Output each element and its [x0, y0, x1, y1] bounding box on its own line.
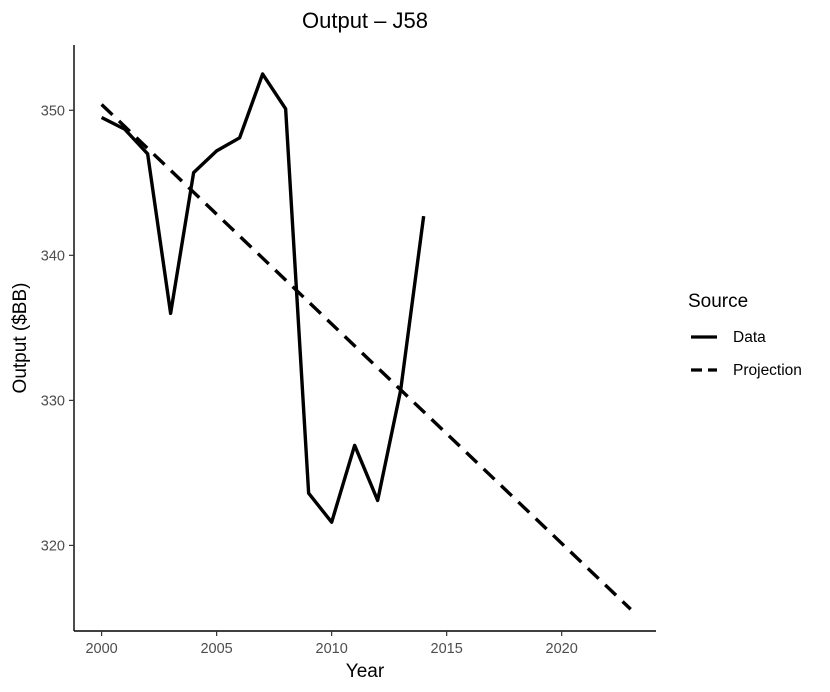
series-line-projection: [100, 103, 632, 611]
chart-title: Output – J58: [302, 8, 428, 33]
x-tick-label: 2010: [316, 641, 348, 657]
x-axis-title: Year: [346, 661, 385, 682]
series-line-data: [100, 72, 426, 524]
x-tick-label: 2020: [546, 641, 578, 657]
y-axis-ticks: 320 330 340 350: [41, 103, 74, 554]
plot-area: [100, 72, 632, 611]
legend-label-projection: Projection: [733, 362, 802, 379]
y-tick-label: 330: [41, 393, 65, 409]
x-tick-label: 2015: [431, 641, 463, 657]
legend: Source Data Projection: [688, 291, 802, 379]
x-tick-label: 2005: [200, 641, 232, 657]
x-tick-label: 2000: [85, 641, 117, 657]
legend-label-data: Data: [733, 329, 766, 346]
y-tick-label: 320: [41, 538, 65, 554]
y-tick-label: 340: [41, 248, 65, 264]
y-tick-label: 350: [41, 103, 65, 119]
legend-title: Source: [688, 291, 748, 312]
x-axis-ticks: 2000 2005 2010 2015 2020: [85, 631, 578, 657]
y-axis-title: Output ($BB): [10, 283, 31, 394]
